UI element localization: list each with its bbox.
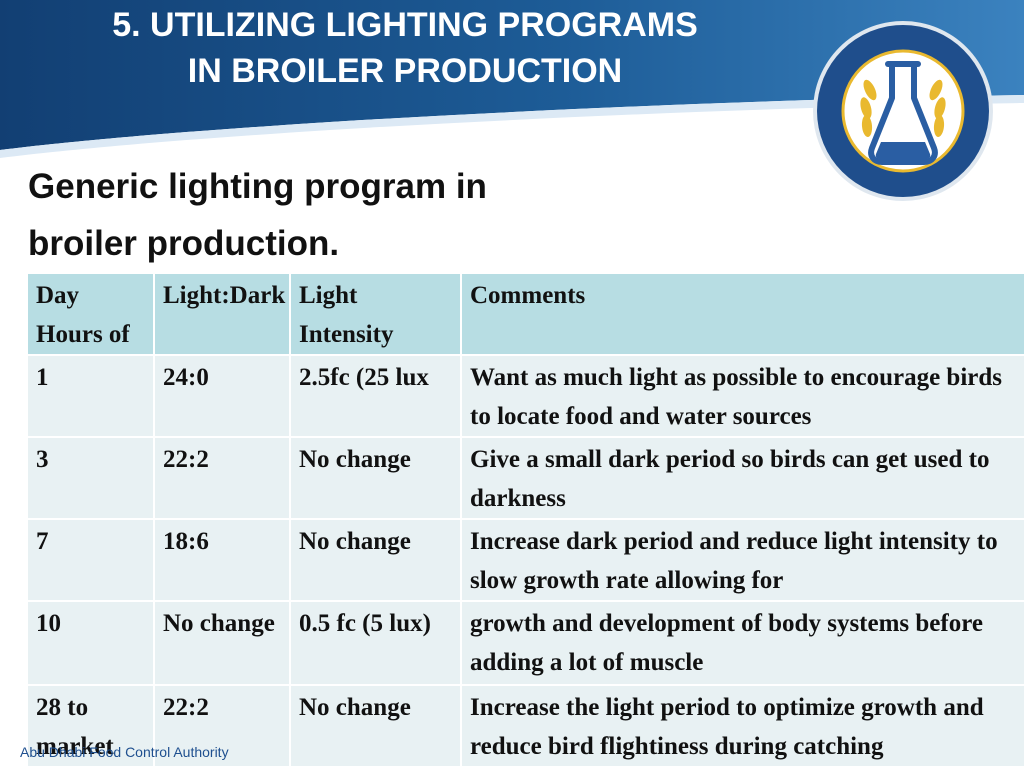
cell-day: 7 xyxy=(26,518,155,602)
cell-light-dark: No change xyxy=(153,600,291,686)
table-row: 3 22:2 No change Give a small dark perio… xyxy=(26,436,1024,520)
cell-day: 1 xyxy=(26,354,155,438)
table-row: 10 No change 0.5 fc (5 lux) growth and d… xyxy=(26,600,1024,686)
slide-title: 5. UTILIZING LIGHTING PROGRAMS IN BROILE… xyxy=(0,2,810,94)
footer-text: Abu Dhabi Food Control Authority xyxy=(20,744,229,760)
cell-comments: Increase the light period to optimize gr… xyxy=(460,684,1024,768)
cell-comments: Increase dark period and reduce light in… xyxy=(460,518,1024,602)
cell-intensity: No change xyxy=(289,518,462,602)
flask-wheat-emblem-icon xyxy=(813,21,993,201)
cell-light-dark: 22:2 xyxy=(153,684,291,768)
cell-light-dark: 22:2 xyxy=(153,436,291,520)
table-row: 28 to market 22:2 No change Increase the… xyxy=(26,684,1024,768)
cell-day: 3 xyxy=(26,436,155,520)
cell-intensity: No change xyxy=(289,684,462,768)
adfca-logo xyxy=(812,20,994,202)
cell-comments: Give a small dark period so birds can ge… xyxy=(460,436,1024,520)
lighting-program-table: Day Hours of Light:Dark Light Intensity … xyxy=(26,272,1024,768)
table-row: 1 24:0 2.5fc (25 lux Want as much light … xyxy=(26,354,1024,438)
subtitle: Generic lighting program in broiler prod… xyxy=(28,158,487,272)
table-row: 7 18:6 No change Increase dark period an… xyxy=(26,518,1024,602)
cell-intensity: 2.5fc (25 lux xyxy=(289,354,462,438)
header-light-intensity: Light Intensity xyxy=(289,272,462,356)
header-day: Day Hours of xyxy=(26,272,155,356)
subtitle-line1: Generic lighting program in xyxy=(28,167,487,206)
slide-title-line1: 5. UTILIZING LIGHTING PROGRAMS xyxy=(112,6,698,44)
cell-light-dark: 24:0 xyxy=(153,354,291,438)
cell-day: 28 to market xyxy=(26,684,155,768)
cell-light-dark: 18:6 xyxy=(153,518,291,602)
cell-day: 10 xyxy=(26,600,155,686)
cell-intensity: 0.5 fc (5 lux) xyxy=(289,600,462,686)
header-comments: Comments xyxy=(460,272,1024,356)
cell-intensity: No change xyxy=(289,436,462,520)
table-header-row: Day Hours of Light:Dark Light Intensity … xyxy=(26,272,1024,356)
cell-comments: growth and development of body systems b… xyxy=(460,600,1024,686)
slide-title-line2: IN BROILER PRODUCTION xyxy=(187,52,623,90)
slide-header-banner: 5. UTILIZING LIGHTING PROGRAMS IN BROILE… xyxy=(0,0,1024,175)
cell-comments: Want as much light as possible to encour… xyxy=(460,354,1024,438)
header-light-dark: Light:Dark xyxy=(153,272,291,356)
subtitle-line2: broiler production. xyxy=(28,224,340,263)
